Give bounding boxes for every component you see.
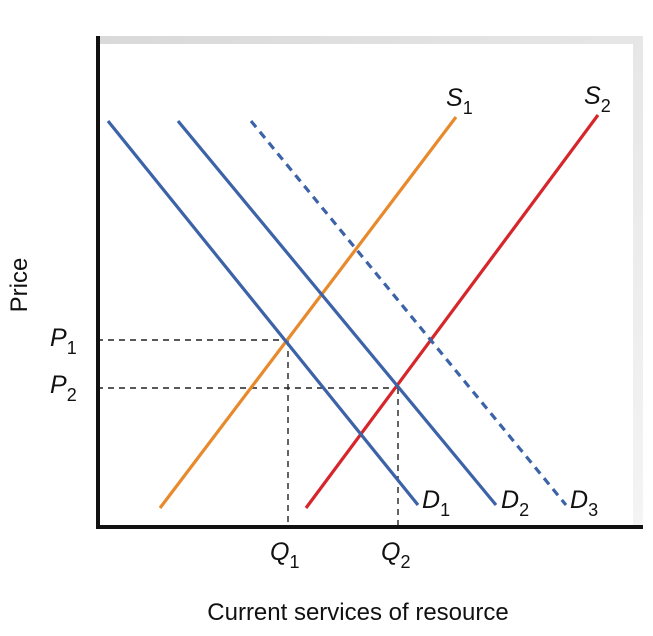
curve-subscript: 2 [519,500,529,520]
curve-label: S1 [446,84,473,118]
curve-subscript: 1 [440,500,450,520]
price-subscript: 2 [67,385,77,405]
x-axis-title: Current services of resource [207,599,508,626]
price-subscript: 1 [67,338,77,358]
demand-curve-3 [249,119,568,507]
curve-letter: S [584,82,601,110]
curve-subscript: 3 [588,500,598,520]
curve-subscript: 2 [601,96,611,116]
supply-curve-2 [304,114,600,509]
plot-area [97,44,633,528]
demand-curve-2 [176,119,498,507]
price-label: P2 [50,371,77,405]
supply-curve-1 [158,116,458,509]
quantity-letter: Q [381,538,400,566]
quantity-subscript: 2 [400,552,410,572]
quantity-label: Q1 [270,538,299,572]
y-axis-title: Price [6,258,33,313]
price-label: P1 [50,324,77,358]
curve-subscript: 1 [463,98,473,118]
curve-letter: D [422,486,440,514]
quantity-subscript: 1 [289,552,299,572]
price-letter: P [50,324,67,352]
curve-label: D2 [501,486,529,520]
curve-letter: S [446,84,463,112]
curve-label: D3 [570,486,598,520]
demand-curve-1 [106,119,420,507]
curve-letter: D [501,486,519,514]
curve-label: D1 [422,486,450,520]
curve-label: S2 [584,82,611,116]
price-letter: P [50,371,67,399]
quantity-letter: Q [270,538,289,566]
quantity-label: Q2 [381,538,410,572]
curve-letter: D [570,486,588,514]
